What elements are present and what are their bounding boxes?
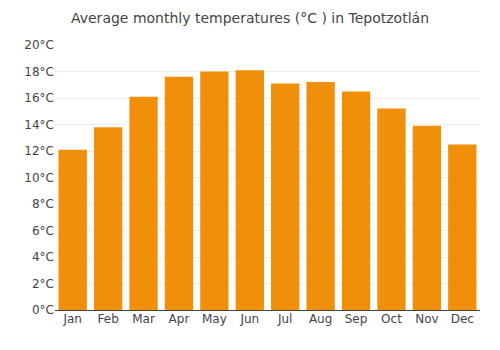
- svg-text:12°C: 12°C: [24, 144, 54, 158]
- svg-text:Dec: Dec: [451, 312, 474, 326]
- svg-text:Feb: Feb: [98, 312, 119, 326]
- svg-text:16°C: 16°C: [24, 91, 54, 105]
- svg-text:14°C: 14°C: [24, 118, 54, 132]
- svg-text:Apr: Apr: [169, 312, 190, 326]
- svg-text:Jun: Jun: [239, 312, 259, 326]
- svg-text:0°C: 0°C: [32, 303, 54, 317]
- svg-text:Sep: Sep: [345, 312, 368, 326]
- svg-text:Nov: Nov: [415, 312, 438, 326]
- svg-text:Oct: Oct: [381, 312, 402, 326]
- svg-text:May: May: [202, 312, 227, 326]
- svg-text:Jul: Jul: [277, 312, 292, 326]
- svg-text:2°C: 2°C: [32, 277, 54, 291]
- svg-text:Aug: Aug: [309, 312, 332, 326]
- svg-text:Average monthly temperatures (: Average monthly temperatures (°C ) in Te…: [71, 10, 429, 26]
- svg-text:4°C: 4°C: [32, 250, 54, 264]
- svg-text:20°C: 20°C: [24, 38, 54, 52]
- svg-text:18°C: 18°C: [24, 65, 54, 79]
- svg-text:8°C: 8°C: [32, 197, 54, 211]
- svg-text:10°C: 10°C: [24, 171, 54, 185]
- svg-text:Mar: Mar: [132, 312, 155, 326]
- svg-text:Jan: Jan: [62, 312, 82, 326]
- svg-text:6°C: 6°C: [32, 224, 54, 238]
